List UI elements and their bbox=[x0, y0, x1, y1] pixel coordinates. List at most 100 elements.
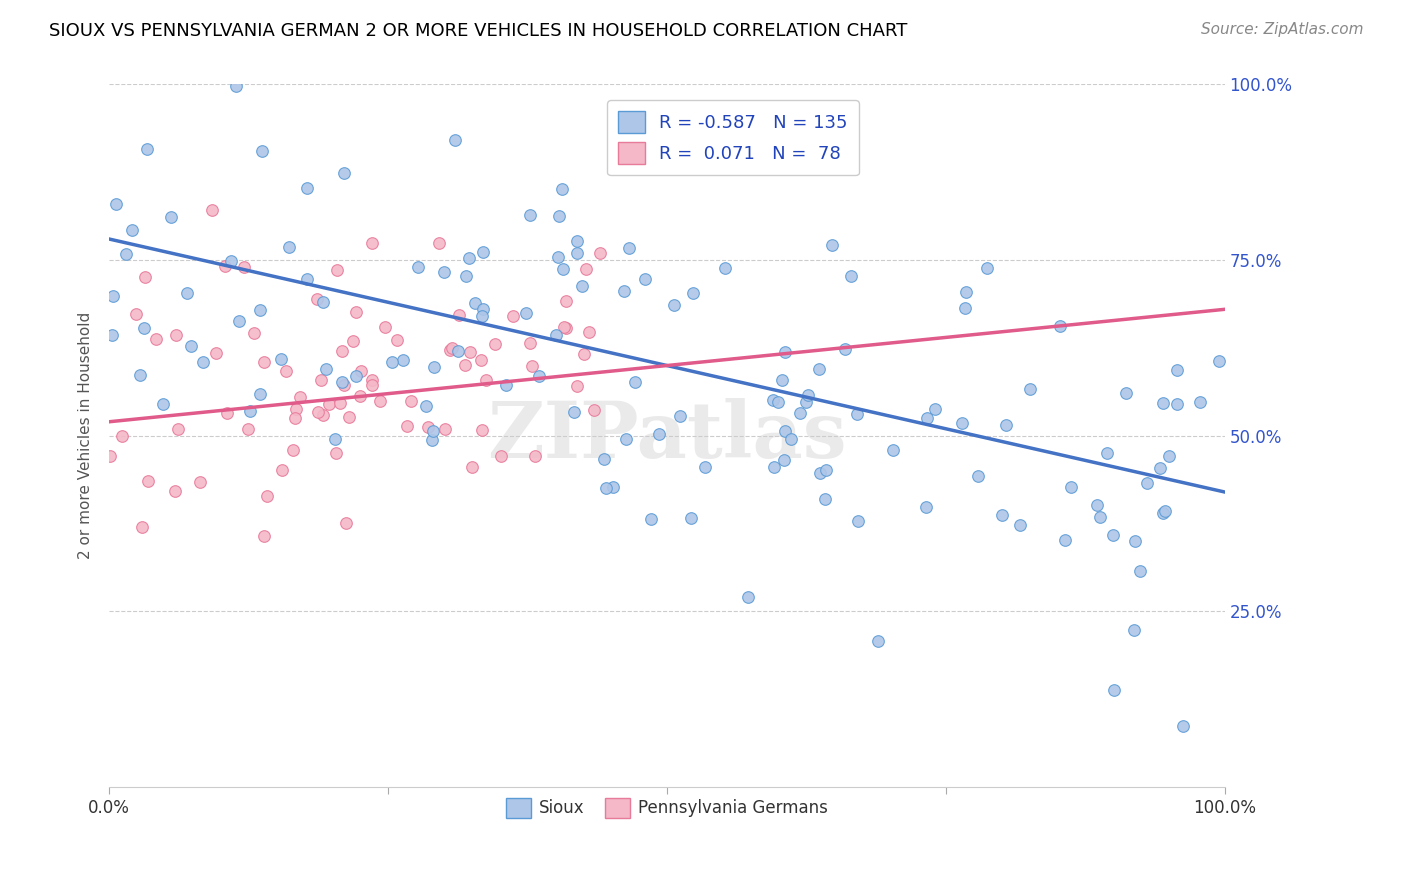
Point bbox=[427, 235, 450, 250]
Point bbox=[434, 421, 457, 435]
Point bbox=[762, 459, 785, 474]
Point bbox=[915, 411, 938, 425]
Point bbox=[1171, 719, 1194, 733]
Point bbox=[565, 245, 588, 260]
Point bbox=[180, 339, 202, 353]
Point bbox=[464, 296, 486, 310]
Point bbox=[159, 210, 181, 224]
Point bbox=[135, 143, 157, 157]
Point bbox=[797, 388, 820, 402]
Point bbox=[1090, 509, 1112, 524]
Point bbox=[454, 268, 477, 283]
Point bbox=[834, 342, 856, 356]
Point bbox=[1166, 397, 1188, 411]
Point bbox=[315, 362, 337, 376]
Point bbox=[470, 353, 492, 368]
Point bbox=[342, 334, 364, 349]
Point bbox=[100, 327, 122, 342]
Text: Source: ZipAtlas.com: Source: ZipAtlas.com bbox=[1201, 22, 1364, 37]
Point bbox=[323, 432, 346, 446]
Point bbox=[228, 314, 250, 328]
Point bbox=[138, 63, 160, 78]
Point bbox=[807, 362, 830, 376]
Point bbox=[565, 234, 588, 248]
Point bbox=[433, 265, 456, 279]
Point bbox=[551, 262, 574, 277]
Point bbox=[277, 240, 299, 254]
Point bbox=[239, 403, 262, 417]
Point bbox=[399, 393, 422, 408]
Point bbox=[815, 463, 838, 477]
Point bbox=[253, 528, 276, 542]
Point bbox=[236, 422, 259, 436]
Point bbox=[290, 390, 312, 404]
Point bbox=[330, 375, 353, 389]
Point bbox=[571, 279, 593, 293]
Point bbox=[770, 373, 793, 387]
Point bbox=[344, 305, 367, 319]
Point bbox=[766, 395, 789, 409]
Point bbox=[1189, 395, 1212, 409]
Point bbox=[392, 353, 415, 368]
Point bbox=[132, 320, 155, 334]
Point bbox=[312, 408, 335, 422]
Point bbox=[966, 469, 988, 483]
Point bbox=[252, 144, 274, 158]
Point bbox=[333, 377, 356, 392]
Point bbox=[976, 261, 998, 276]
Point bbox=[1152, 507, 1174, 521]
Point bbox=[484, 336, 506, 351]
Point bbox=[461, 459, 484, 474]
Point bbox=[682, 285, 704, 300]
Point bbox=[305, 293, 328, 307]
Point bbox=[1129, 564, 1152, 578]
Point bbox=[131, 520, 153, 534]
Point bbox=[136, 475, 159, 489]
Point bbox=[416, 420, 439, 434]
Point bbox=[640, 512, 662, 526]
Point bbox=[446, 344, 468, 359]
Point bbox=[519, 209, 541, 223]
Point bbox=[297, 181, 319, 195]
Point bbox=[1102, 682, 1125, 697]
Point bbox=[554, 294, 576, 309]
Point bbox=[361, 373, 384, 387]
Point bbox=[460, 344, 482, 359]
Point bbox=[524, 450, 547, 464]
Point bbox=[458, 251, 481, 265]
Point bbox=[256, 489, 278, 503]
Point bbox=[551, 182, 574, 196]
Point bbox=[547, 250, 569, 264]
Point bbox=[134, 269, 156, 284]
Point bbox=[309, 373, 332, 387]
Point bbox=[415, 399, 437, 413]
Point bbox=[214, 259, 236, 273]
Point bbox=[1054, 533, 1077, 547]
Point bbox=[471, 302, 494, 317]
Point bbox=[325, 262, 347, 277]
Text: SIOUX VS PENNSYLVANIA GERMAN 2 OR MORE VEHICLES IN HOUSEHOLD CORRELATION CHART: SIOUX VS PENNSYLVANIA GERMAN 2 OR MORE V… bbox=[49, 22, 908, 40]
Point bbox=[167, 421, 190, 435]
Point bbox=[519, 336, 541, 351]
Point bbox=[562, 405, 585, 419]
Point bbox=[808, 467, 831, 481]
Point bbox=[284, 411, 307, 425]
Point bbox=[145, 332, 167, 346]
Point bbox=[814, 492, 837, 507]
Point bbox=[1102, 528, 1125, 542]
Point bbox=[595, 481, 617, 495]
Point bbox=[821, 237, 844, 252]
Point bbox=[915, 500, 938, 514]
Point bbox=[329, 396, 352, 410]
Point bbox=[762, 392, 785, 407]
Point bbox=[233, 260, 256, 275]
Point bbox=[924, 401, 946, 416]
Point bbox=[318, 397, 340, 411]
Point bbox=[593, 451, 616, 466]
Point bbox=[1115, 385, 1137, 400]
Point bbox=[325, 445, 347, 459]
Point bbox=[395, 418, 418, 433]
Point bbox=[176, 286, 198, 301]
Point bbox=[489, 449, 512, 463]
Point bbox=[121, 223, 143, 237]
